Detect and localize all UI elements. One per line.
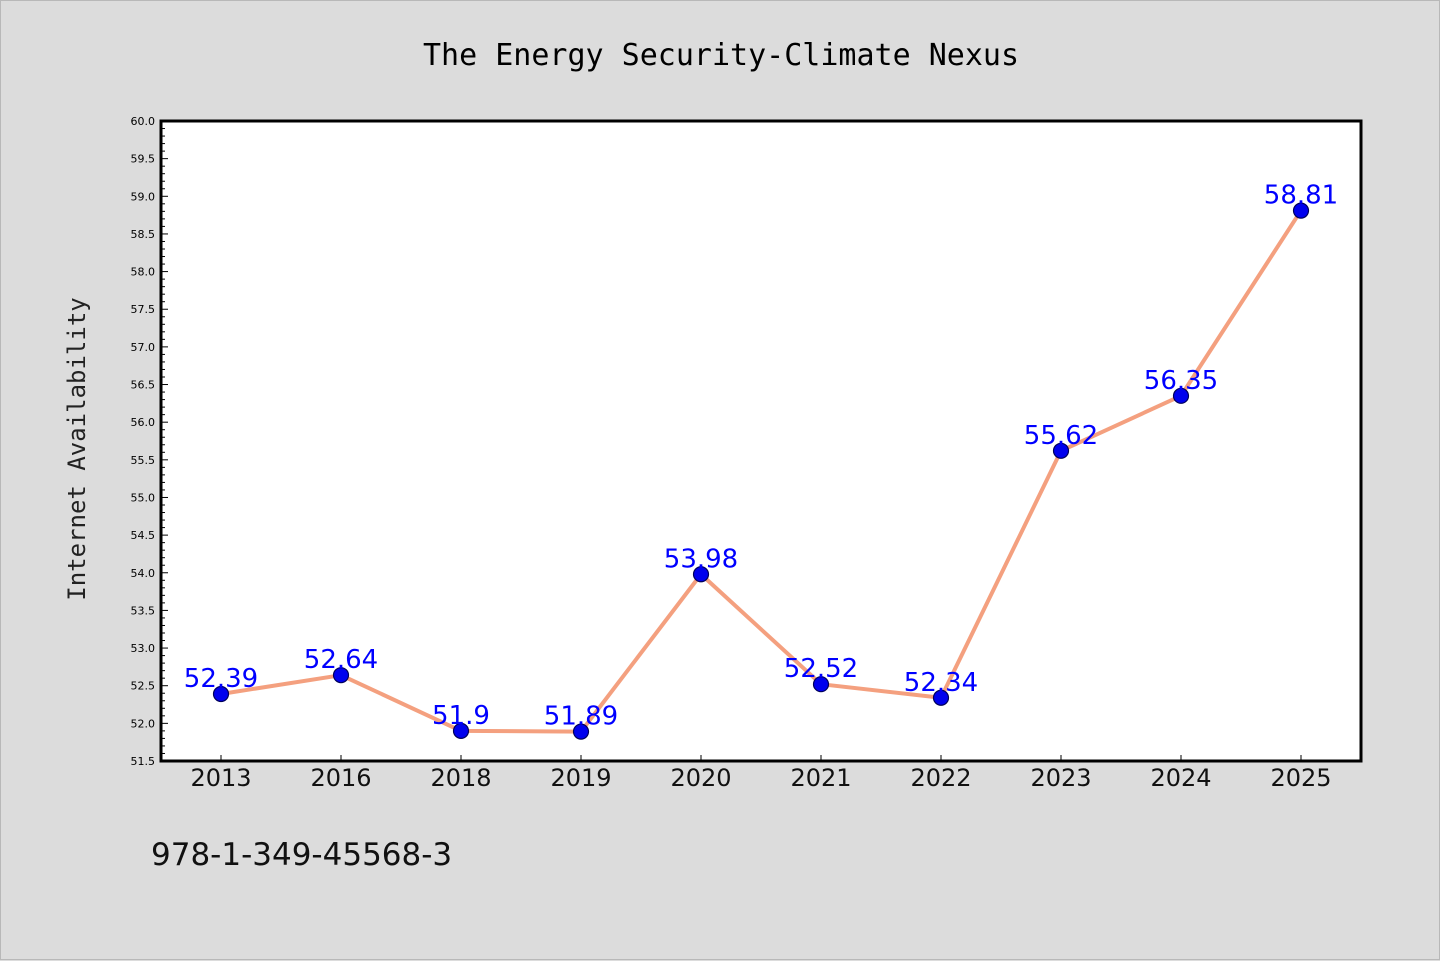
x-tick-label: 2019 bbox=[550, 764, 611, 792]
data-point bbox=[212, 685, 230, 703]
x-tick-label: 2022 bbox=[910, 764, 971, 792]
x-tick-label: 2021 bbox=[790, 764, 851, 792]
data-label: 51.89 bbox=[544, 702, 618, 732]
data-label: 52.52 bbox=[784, 654, 858, 684]
data-point bbox=[572, 723, 590, 740]
y-axis-label: Internet Availability bbox=[63, 297, 91, 600]
y-axis-ticks: 51.5 52.0 52.5 53.0 53.5 54.0 54.5 55.0 55.5 56.0… bbox=[131, 115, 168, 768]
y-tick-label: 51.5 bbox=[131, 755, 156, 768]
y-tick-label: 53.5 bbox=[131, 604, 156, 617]
y-tick-label: 55.5 bbox=[131, 454, 156, 467]
x-tick-label: 2020 bbox=[670, 764, 731, 792]
y-tick-label: 52.0 bbox=[131, 717, 156, 730]
x-tick-label: 2024 bbox=[1150, 764, 1211, 792]
y-tick-label: 55.0 bbox=[131, 491, 156, 504]
x-tick-label: 2013 bbox=[190, 764, 251, 792]
x-axis-ticks: 2013 2016 2018 2019 2020 2021 2022 2023 2024 2025 bbox=[190, 755, 1332, 792]
data-label: 58.81 bbox=[1264, 181, 1338, 211]
data-label: 52.34 bbox=[904, 668, 978, 698]
x-tick-label: 2016 bbox=[310, 764, 371, 792]
data-label: 53.98 bbox=[664, 544, 738, 574]
y-tick-label: 53.0 bbox=[131, 642, 156, 655]
x-tick-label: 2025 bbox=[1270, 764, 1331, 792]
y-tick-label: 58.5 bbox=[131, 228, 156, 241]
data-label: 56.35 bbox=[1144, 366, 1218, 396]
data-point bbox=[1172, 387, 1190, 404]
data-point bbox=[932, 689, 950, 706]
x-tick-label: 2023 bbox=[1030, 764, 1091, 792]
y-tick-label: 59.0 bbox=[131, 190, 156, 203]
y-tick-label: 60.0 bbox=[131, 115, 156, 128]
data-point bbox=[1292, 202, 1310, 219]
series-markers bbox=[212, 202, 1310, 740]
data-label: 51.9 bbox=[432, 701, 490, 731]
y-tick-label: 59.5 bbox=[131, 153, 156, 166]
y-tick-label: 52.5 bbox=[131, 680, 156, 693]
y-tick-label: 57.5 bbox=[131, 303, 156, 316]
y-tick-label: 56.5 bbox=[131, 379, 156, 392]
series-line bbox=[219, 208, 1303, 734]
y-tick-label: 54.0 bbox=[131, 567, 156, 580]
data-label: 55.62 bbox=[1024, 421, 1098, 451]
data-point bbox=[812, 676, 830, 693]
chart-title: The Energy Security-Climate Nexus bbox=[423, 38, 1019, 73]
data-label: 52.39 bbox=[184, 664, 258, 694]
footer-isbn: 978-1-349-45568-3 bbox=[151, 837, 452, 873]
y-tick-label: 56.0 bbox=[131, 416, 156, 429]
data-point bbox=[332, 667, 350, 684]
data-label: 52.64 bbox=[304, 645, 378, 675]
plot-area bbox=[159, 119, 1363, 763]
y-tick-label: 58.0 bbox=[131, 266, 156, 279]
x-tick-label: 2018 bbox=[430, 764, 491, 792]
data-point bbox=[1052, 442, 1070, 459]
y-tick-label: 54.5 bbox=[131, 529, 156, 542]
data-point bbox=[452, 722, 470, 739]
data-point bbox=[692, 566, 710, 583]
y-tick-label: 57.0 bbox=[131, 341, 156, 354]
series-line-group bbox=[219, 208, 1303, 734]
data-labels: 52.39 52.64 51.9 51.89 53.98 52.52 52.34 55.62 5… bbox=[184, 181, 1338, 732]
